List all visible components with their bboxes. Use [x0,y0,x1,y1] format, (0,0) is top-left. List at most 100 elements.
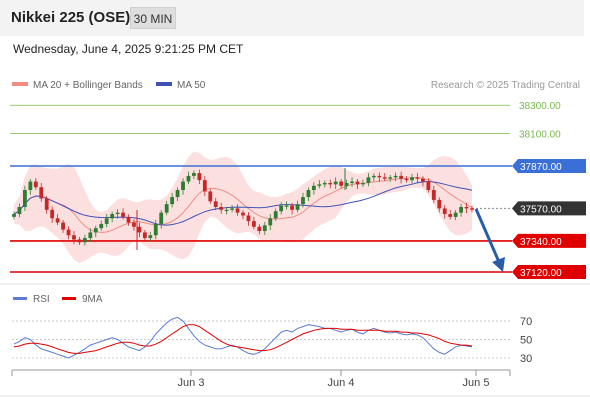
candle-body-27 [159,212,164,224]
legend-ma50: MA 50 [156,80,205,91]
candle-body-21 [126,216,131,223]
candle-body-19 [115,212,120,215]
candle-body-34 [197,173,202,181]
rsi-level-label-0: 70 [520,316,532,328]
candle-body-61 [344,182,349,186]
candle-body-57 [322,182,327,185]
candle-body-1 [17,206,22,215]
candle-body-8 [55,218,60,223]
candle-body-64 [361,182,365,185]
rsi-legend-label: RSI [33,294,50,305]
candle-body-69 [388,177,393,179]
candle-body-3 [28,181,33,191]
candle-body-78 [437,199,442,209]
candle-body-60 [339,181,344,186]
candle-body-22 [132,222,136,227]
candle-body-66 [371,175,376,178]
candle-body-32 [186,175,191,182]
level-label-2: 37870.00 [520,162,562,173]
candle-body-16 [99,223,104,229]
candle-body-23 [137,226,142,233]
candle-body-70 [393,175,398,178]
candle-body-36 [208,191,213,202]
candle-body-37 [213,201,218,207]
instrument-title: Nikkei 225 (OSE) [11,9,131,26]
level-label-5: 37120.00 [520,268,562,279]
candle-body-67 [377,175,382,178]
level-label-3: 37570.00 [520,204,562,215]
candle-body-80 [448,214,453,217]
candle-body-10 [66,229,71,236]
candle-body-47 [268,218,273,226]
candle-body-58 [328,182,333,185]
candle-body-55 [311,185,316,191]
x-tick-label-0: Jun 3 [178,377,205,389]
level-label-4: 37340.00 [520,237,562,248]
candle-body-76 [426,181,431,191]
ma50-swatch [156,82,172,87]
candle-body-63 [355,181,360,185]
candle-body-6 [44,198,49,210]
candle-body-14 [88,232,93,239]
candle-body-59 [333,181,338,185]
candle-body-77 [431,190,436,200]
candle-body-26 [153,223,158,236]
candle-body-18 [110,214,115,219]
level-tag-3 [512,201,586,216]
candle-body-44 [251,221,256,227]
rsi-line [13,316,473,359]
rsi-legend-swatch [13,297,27,300]
candle-body-72 [404,178,409,181]
candle-body-39 [224,209,229,212]
candle-body-51 [290,205,294,210]
candle-body-9 [61,222,65,230]
x-tick-label-1: Jun 4 [328,377,355,389]
candle-body-73 [410,177,414,181]
level-tag-5 [512,265,586,279]
candle-body-29 [170,197,175,205]
level-label-0: 38300.00 [519,101,561,112]
candle-body-40 [230,208,235,210]
candle-body-75 [421,178,425,182]
candle-body-4 [33,181,38,188]
level-tag-2 [512,159,586,173]
candle-body-54 [306,190,311,198]
candle-body-2 [22,190,27,207]
level-tag-4 [512,233,586,248]
candle-body-53 [301,197,305,205]
rsi-ma-legend-swatch [62,297,76,300]
candle-body-31 [181,181,185,191]
candle-body-7 [50,209,55,219]
legend-ma50-label: MA 50 [177,80,206,91]
candle-body-46 [262,225,267,232]
timeframe-badge[interactable]: 30 MIN [130,7,176,29]
ma20-swatch [12,82,28,87]
candle-body-84 [470,208,474,210]
candle-body-0 [12,214,16,217]
candle-body-24 [142,232,147,239]
candle-body-41 [235,208,240,213]
projection-arrowhead [492,257,505,272]
candle-body-17 [104,218,109,224]
candle-body-30 [175,190,180,198]
rsi-ma-legend-label: 9MA [82,294,103,305]
candle-body-38 [219,206,224,210]
candle-body-15 [93,228,98,233]
projection-arrow [474,208,501,263]
candle-body-71 [399,175,404,179]
candle-body-33 [192,173,196,176]
chart-header: Nikkei 225 (OSE) 30 MIN [0,0,584,36]
candle-body-45 [257,226,262,232]
candle-body-68 [382,177,387,179]
rsi-ma-line [13,324,473,354]
candle-body-52 [295,204,300,210]
candle-body-56 [317,184,322,186]
candle-body-49 [279,205,284,212]
candle-body-74 [415,177,420,179]
candle-body-20 [121,212,125,217]
candle-body-48 [273,211,278,219]
candle-body-82 [459,206,464,213]
level-label-1: 38100.00 [519,129,561,140]
candle-body-35 [202,180,207,192]
credit-text: Research © 2025 Trading Central [430,80,580,91]
